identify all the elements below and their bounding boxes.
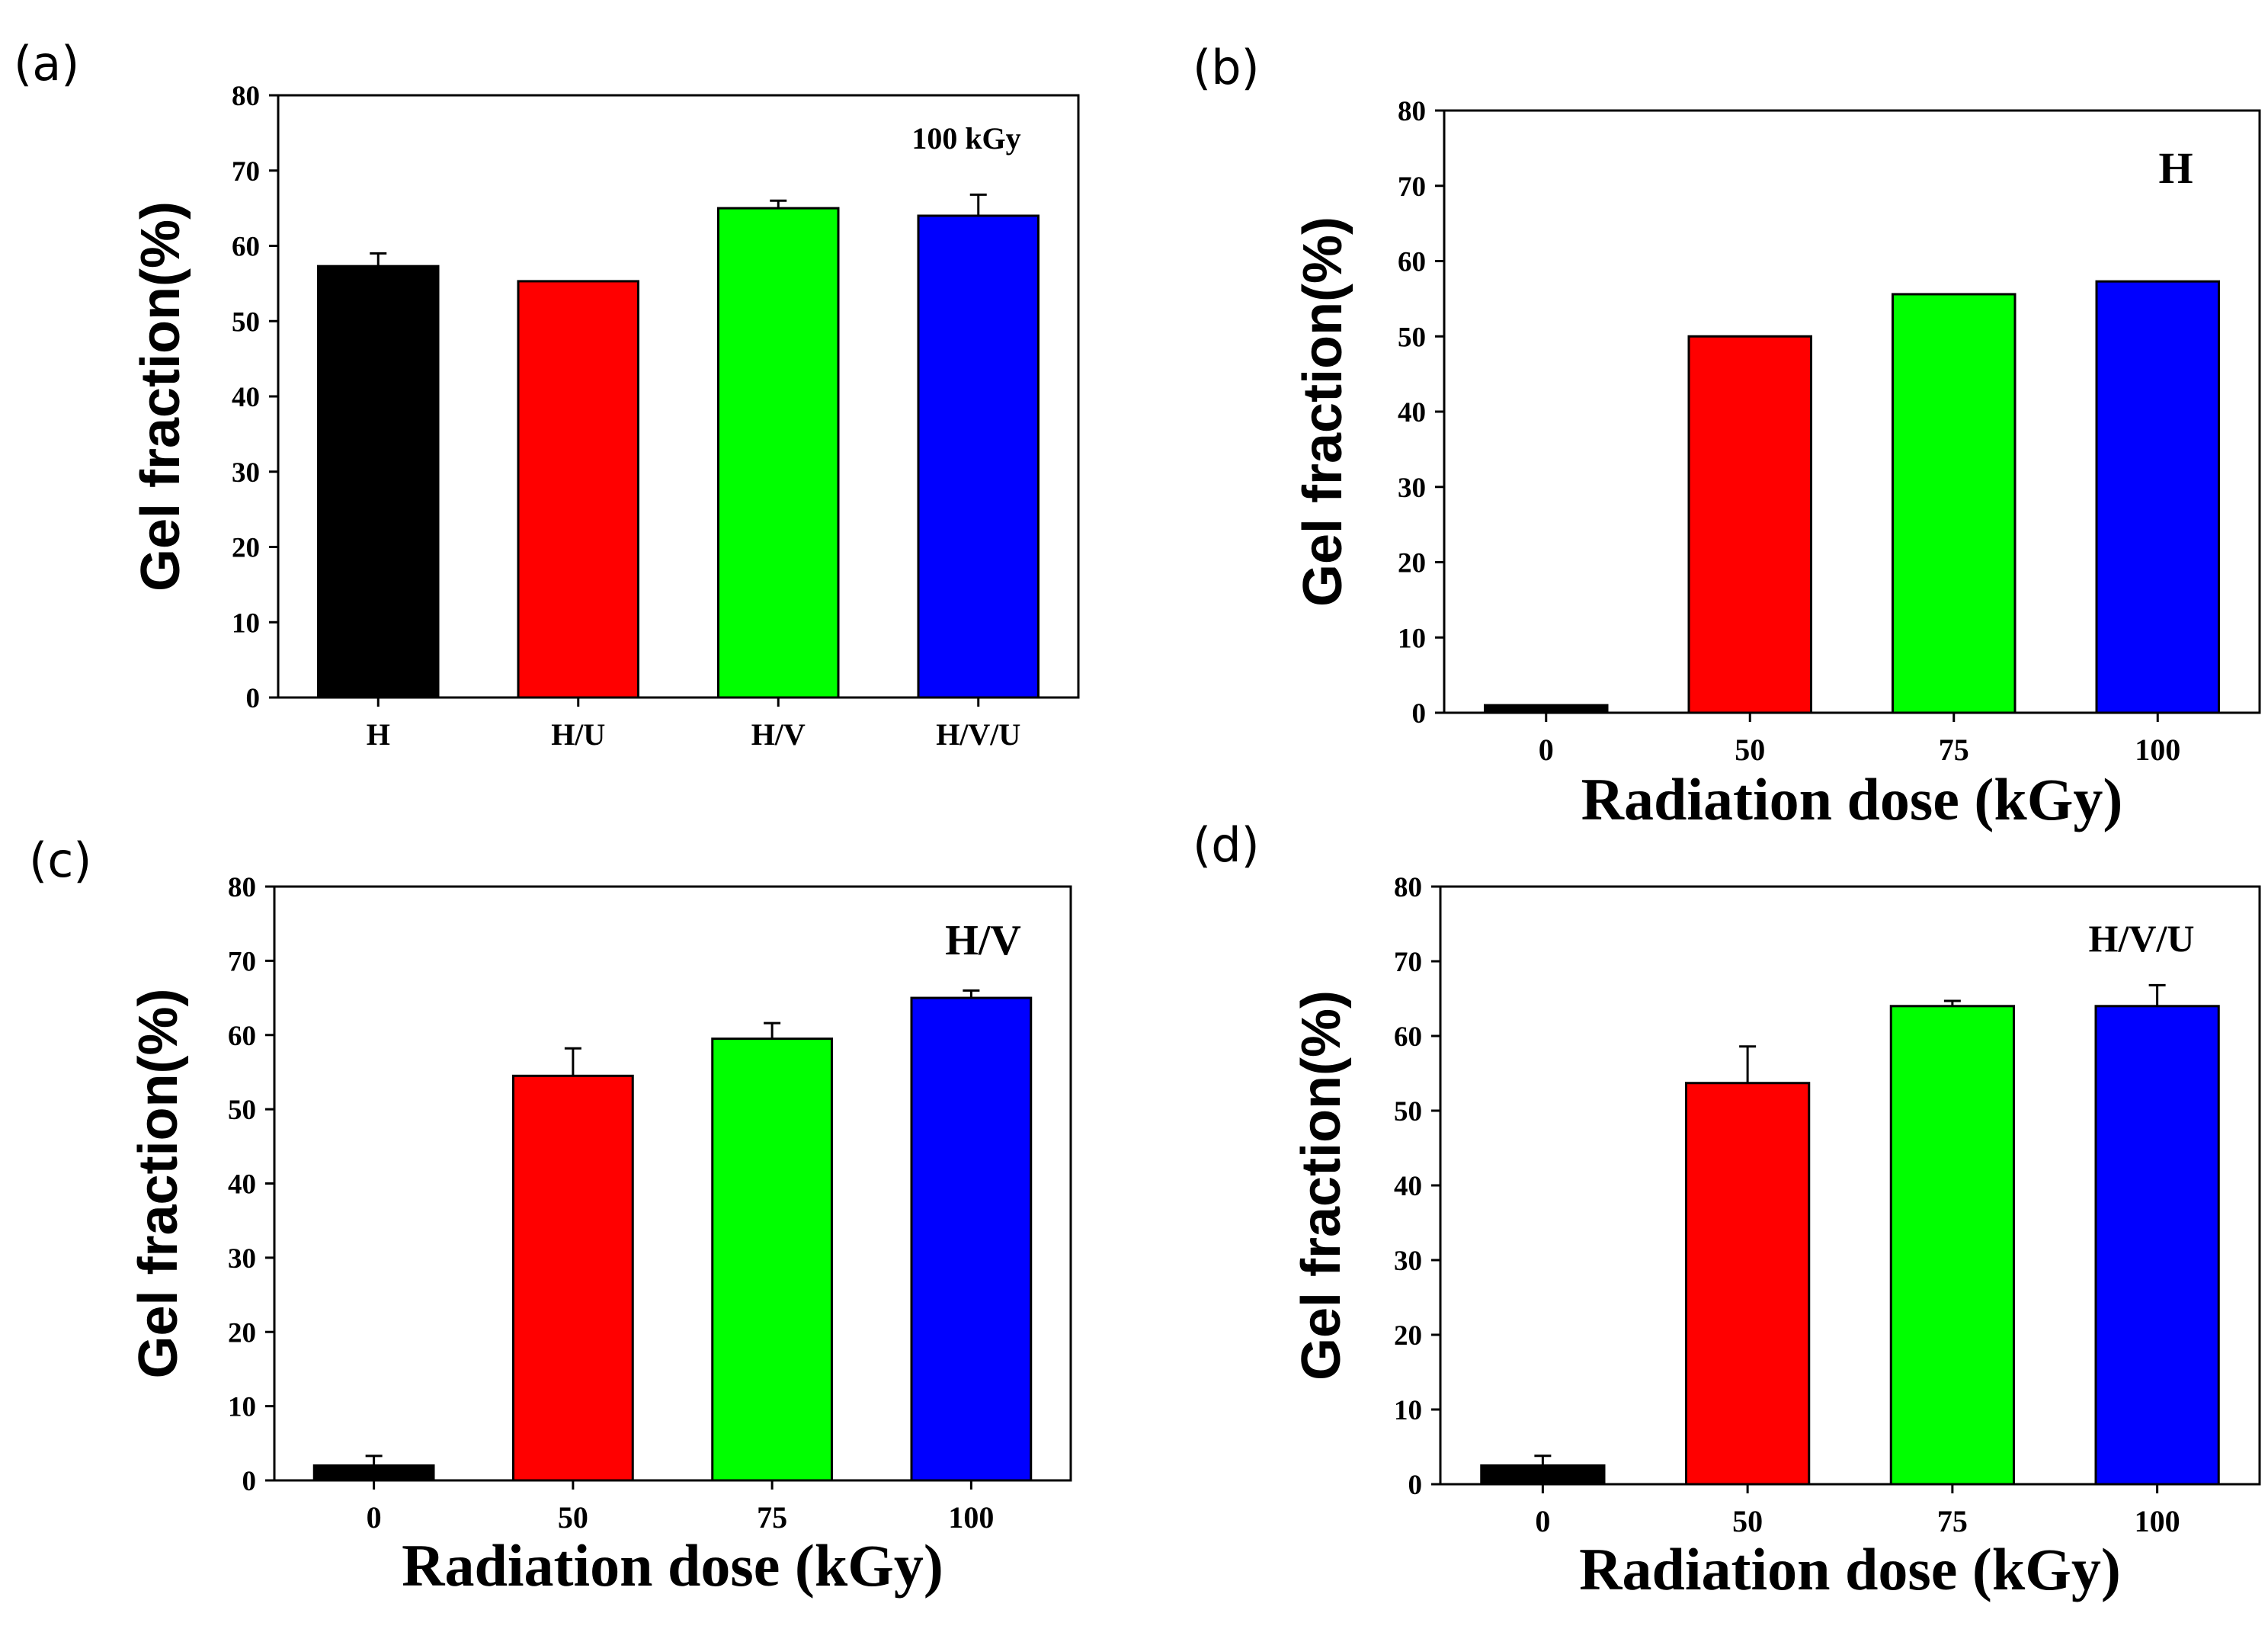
- panel-c-label: (c): [29, 832, 91, 888]
- panel-b-y-ticks: 0 10 20 30 40 50 60 70 80: [1398, 96, 1426, 730]
- panel-a: 0 10 20 30 40 50 60 70 80 H H/U H/V H/V/U (a) Gel fr…: [14, 36, 1080, 752]
- panel-a-bar-2: [717, 207, 840, 699]
- panel-b-xtick-0: 0: [1539, 733, 1554, 767]
- panel-d-annotation: H/V/U: [2089, 917, 2195, 960]
- panel-a-annotation: 100 kGy: [911, 121, 1020, 156]
- panel-b-x-axis-label: Radiation dose (kGy): [1581, 766, 2123, 832]
- panel-d-ytick-0: 0: [1408, 1470, 1423, 1501]
- panel-c-ytick-8: 80: [228, 872, 256, 903]
- panel-d-xtick-3: 100: [2135, 1504, 2180, 1538]
- panel-b-bar-1: [1687, 335, 1812, 714]
- panel-b-y-axis-label: Gel fraction(%): [1293, 216, 1353, 607]
- panel-d-xtick-0: 0: [1535, 1504, 1550, 1538]
- panel-a-y-axis-label: Gel fraction(%): [130, 201, 191, 592]
- panel-c-x-axis-label: Radiation dose (kGy): [402, 1532, 943, 1599]
- panel-c-x-ticks: 0 50 75 100: [367, 1500, 995, 1535]
- panel-c-ytick-1: 10: [228, 1392, 256, 1423]
- panel-c: 0 10 20 30 40 50 60 70 80 0 50 75 100 (c) Gel fracti…: [29, 832, 1072, 1599]
- panel-c-ytick-2: 20: [228, 1317, 256, 1349]
- panel-c-bar-0: [312, 1464, 435, 1482]
- panel-c-ytick-0: 0: [242, 1466, 257, 1497]
- panel-d-bar-0: [1480, 1464, 1606, 1486]
- panel-d-ytick-1: 10: [1394, 1395, 1422, 1426]
- panel-d-y-ticks: 0 10 20 30 40 50 60 70 80: [1394, 872, 1422, 1501]
- panel-a-ytick-8: 80: [232, 81, 260, 112]
- panel-b-label: (b): [1193, 40, 1260, 95]
- panel-d-bar-1: [1685, 1082, 1811, 1486]
- panel-b-bar-2: [1892, 293, 2017, 714]
- panel-b-ytick-3: 30: [1398, 473, 1426, 504]
- panel-d-ytick-5: 50: [1394, 1096, 1422, 1127]
- panel-d-ytick-2: 20: [1394, 1320, 1422, 1352]
- panel-b-ytick-5: 50: [1398, 322, 1426, 353]
- panel-b-xtick-3: 100: [2135, 733, 2180, 767]
- panel-b-ytick-8: 80: [1398, 96, 1426, 127]
- panel-b-bar-0: [1484, 704, 1609, 714]
- panel-a-xtick-0: H: [367, 717, 390, 752]
- panel-a-ytick-2: 20: [232, 533, 260, 564]
- panel-a-ytick-3: 30: [232, 457, 260, 489]
- panel-c-bar-1: [512, 1074, 634, 1482]
- panel-a-xtick-3: H/V/U: [936, 717, 1020, 752]
- panel-c-xtick-2: 75: [757, 1500, 787, 1535]
- panel-a-y-ticks: 0 10 20 30 40 50 60 70 80: [232, 81, 260, 714]
- panel-d-x-axis-label: Radiation dose (kGy): [1579, 1536, 2121, 1602]
- panel-b-ytick-4: 40: [1398, 397, 1426, 428]
- panel-c-xtick-0: 0: [367, 1500, 382, 1535]
- panel-b-ytick-2: 20: [1398, 548, 1426, 579]
- panel-b-bar-3: [2095, 280, 2220, 714]
- panel-d-label: (d): [1193, 817, 1260, 873]
- panel-b-xtick-2: 75: [1939, 733, 1969, 767]
- panel-d-y-axis-label: Gel fraction(%): [1291, 990, 1352, 1381]
- panel-c-y-axis-label: Gel fraction(%): [128, 988, 189, 1378]
- panel-a-ytick-4: 40: [232, 382, 260, 413]
- panel-a-xtick-2: H/V: [751, 717, 806, 752]
- panel-c-ytick-4: 40: [228, 1169, 256, 1201]
- panel-d-bar-3: [2094, 1005, 2220, 1486]
- panel-d-ytick-7: 70: [1394, 947, 1422, 978]
- panel-b-ytick-7: 70: [1398, 172, 1426, 203]
- panel-b-ytick-0: 0: [1412, 698, 1427, 730]
- panel-a-ytick-1: 10: [232, 608, 260, 639]
- panel-a-ytick-5: 50: [232, 306, 260, 338]
- panel-a-bar-1: [517, 280, 639, 699]
- panel-a-ytick-6: 60: [232, 232, 260, 263]
- panel-b-xtick-1: 50: [1735, 733, 1765, 767]
- panel-a-label: (a): [14, 36, 79, 91]
- panel-b-annotation: H: [2158, 143, 2193, 193]
- panel-a-bar-3: [917, 214, 1040, 699]
- panel-c-ytick-5: 50: [228, 1095, 256, 1126]
- panel-a-bar-0: [317, 265, 440, 699]
- panel-d-ytick-3: 30: [1394, 1246, 1422, 1277]
- panel-c-xtick-3: 100: [948, 1500, 994, 1535]
- panel-c-annotation: H/V: [945, 917, 1021, 964]
- panel-c-bar-2: [711, 1037, 833, 1482]
- panel-d-ytick-4: 40: [1394, 1171, 1422, 1202]
- panel-d-ytick-8: 80: [1394, 872, 1422, 903]
- panel-b: 0 10 20 30 40 50 60 70 80 0 50 75 100 (b) Gel fracti…: [1193, 40, 2261, 832]
- panel-b-ytick-1: 10: [1398, 623, 1426, 654]
- panel-a-xtick-1: H/U: [551, 717, 605, 752]
- panel-d: 0 10 20 30 40 50 60 70 80 0 50 75 100 (d) Gel fracti…: [1193, 817, 2261, 1602]
- panel-c-y-ticks: 0 10 20 30 40 50 60 70 80: [228, 872, 256, 1497]
- panel-b-x-ticks: 0 50 75 100: [1539, 733, 2181, 767]
- panel-b-ytick-6: 60: [1398, 247, 1426, 278]
- panel-d-xtick-1: 50: [1732, 1504, 1763, 1538]
- panel-c-xtick-1: 50: [558, 1500, 588, 1535]
- panel-d-x-ticks: 0 50 75 100: [1535, 1504, 2180, 1538]
- panel-c-ytick-7: 70: [228, 946, 256, 977]
- panel-a-ytick-0: 0: [246, 683, 261, 714]
- panel-c-bar-3: [910, 996, 1033, 1482]
- panel-d-bar-2: [1889, 1005, 2015, 1486]
- panel-a-x-ticks: H H/U H/V H/V/U: [367, 717, 1021, 752]
- panel-d-xtick-2: 75: [1937, 1504, 1968, 1538]
- panel-d-ytick-6: 60: [1394, 1021, 1422, 1053]
- panel-c-ytick-6: 60: [228, 1021, 256, 1052]
- panel-c-ytick-3: 30: [228, 1243, 256, 1275]
- panel-a-ytick-7: 70: [232, 156, 260, 188]
